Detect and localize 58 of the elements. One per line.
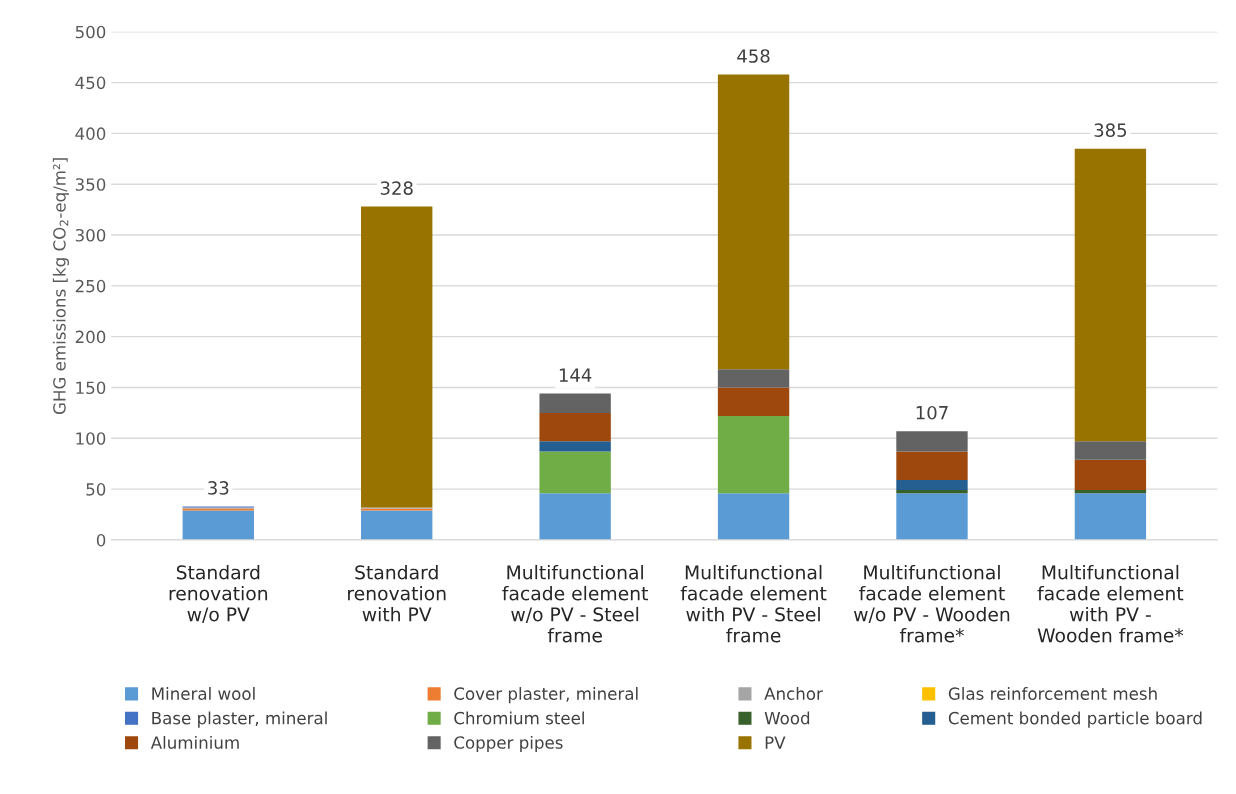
x-tick-label: Multifunctional facade element with PV - Wooden frame* <box>1037 564 1184 643</box>
bar <box>361 206 433 508</box>
x-tick-label: Standard renovation with PV <box>348 564 446 622</box>
y-tick-label: 400 <box>75 127 106 140</box>
bar <box>539 493 611 540</box>
x-tick-label: Multifunctional facade element w/o PV - Steel frame <box>502 564 648 643</box>
bar <box>896 490 968 494</box>
bar <box>896 451 968 480</box>
bar <box>1074 490 1147 494</box>
y-axis-title: GHG emissions [kg CO$_{2}$-eq/m²] <box>52 158 69 415</box>
bar <box>1074 441 1147 460</box>
bar <box>539 412 611 442</box>
y-tick-label: 0 <box>96 533 106 547</box>
legend-label: PV <box>765 736 786 749</box>
legend-label: Anchor <box>764 687 823 700</box>
x-tick-label: Multifunctional facade element w/o PV - Wooden frame* <box>853 564 1010 643</box>
y-tick-label: 200 <box>75 330 106 344</box>
legend-label: Cover plaster, mineral <box>454 687 638 704</box>
y-tick-label: 350 <box>75 178 106 191</box>
bar <box>539 393 611 413</box>
bar <box>1074 493 1147 540</box>
legend-label: Wood <box>764 711 810 725</box>
bar <box>717 415 790 494</box>
bar <box>717 369 790 388</box>
legend-label: Mineral wool <box>152 687 255 700</box>
legend-label: Copper pipes <box>454 735 563 753</box>
legend-label: Aluminium <box>150 735 239 749</box>
x-tick-label: Multifunctional facade element with PV - Steel frame <box>680 564 827 643</box>
y-tick-label: 300 <box>75 228 106 242</box>
legend-label: Cement bonded particle board <box>948 711 1202 728</box>
total-label: 328 <box>380 181 413 195</box>
legend-label: Glas reinforcement mesh <box>948 687 1157 700</box>
bar <box>539 441 611 452</box>
bar <box>717 74 790 370</box>
bar <box>717 387 790 416</box>
bar <box>717 493 790 540</box>
total-label: 458 <box>737 49 770 63</box>
bar <box>361 510 433 540</box>
bar <box>182 510 254 540</box>
y-tick-label: 50 <box>86 483 106 496</box>
bar <box>1074 148 1147 442</box>
y-tick-label: 500 <box>75 25 106 39</box>
legend-label: Base plaster, mineral <box>152 711 327 728</box>
x-tick-label: Standard renovation w/o PV <box>169 564 268 623</box>
total-label: 385 <box>1094 123 1127 138</box>
legend-label: Chromium steel <box>454 711 584 725</box>
total-label: 107 <box>916 405 948 420</box>
y-tick-label: 250 <box>75 279 106 293</box>
total-label: 33 <box>208 481 229 495</box>
bar <box>1074 459 1147 491</box>
bar <box>896 493 968 540</box>
y-tick-label: 450 <box>75 76 106 90</box>
bar <box>539 451 611 494</box>
total-label: 144 <box>559 368 592 382</box>
y-tick-label: 150 <box>76 381 106 395</box>
bar <box>896 479 968 491</box>
bar <box>896 431 968 452</box>
y-tick-label: 100 <box>76 432 106 445</box>
